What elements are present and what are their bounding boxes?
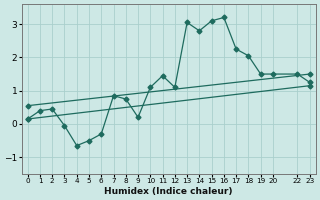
X-axis label: Humidex (Indice chaleur): Humidex (Indice chaleur): [104, 187, 233, 196]
